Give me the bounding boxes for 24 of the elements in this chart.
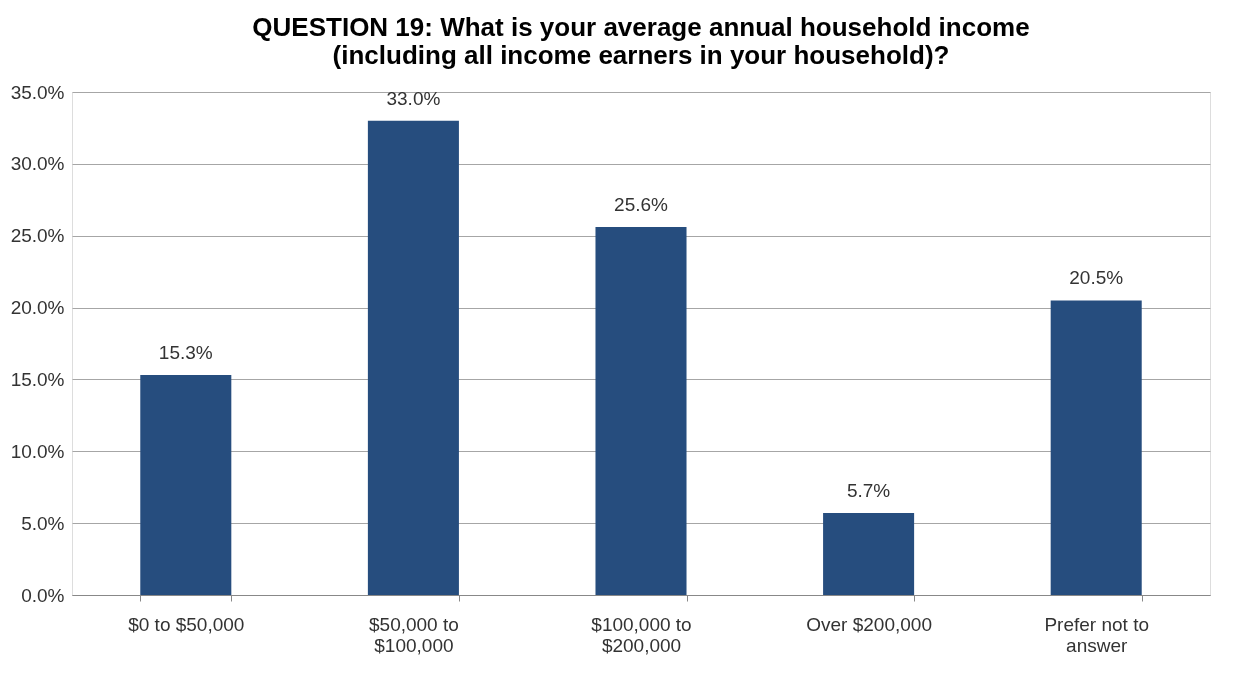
x-tick-label: Prefer not to answer <box>1044 613 1149 656</box>
y-tick-label: 25.0% <box>10 225 65 247</box>
y-tick-label: 30.0% <box>10 153 65 175</box>
bar <box>140 375 232 595</box>
data-label: 25.6% <box>614 194 669 216</box>
data-label: 5.7% <box>846 480 891 502</box>
data-label: 15.3% <box>158 342 213 364</box>
bar <box>823 513 915 595</box>
chart-title: QUESTION 19: What is your average annual household income (including all income earners in your household)? <box>252 12 1030 70</box>
bar <box>595 227 687 595</box>
y-tick-label: 10.0% <box>10 440 65 462</box>
x-tick-label: $100,000 to $200,000 <box>591 613 692 656</box>
x-tick-label: $50,000 to $100,000 <box>368 613 459 656</box>
y-tick-label: 15.0% <box>10 368 65 390</box>
y-tick-label: 20.0% <box>10 297 65 319</box>
y-tick-label: 5.0% <box>21 512 65 534</box>
x-tick-label: Over $200,000 <box>806 613 932 635</box>
data-label: 33.0% <box>386 87 441 109</box>
y-tick-label: 35.0% <box>10 81 65 103</box>
x-tick-label: $0 to $50,000 <box>128 613 245 635</box>
y-tick-label: 0.0% <box>21 584 65 606</box>
bar <box>367 120 459 595</box>
bar <box>1050 300 1142 595</box>
data-label: 20.5% <box>1069 267 1124 289</box>
